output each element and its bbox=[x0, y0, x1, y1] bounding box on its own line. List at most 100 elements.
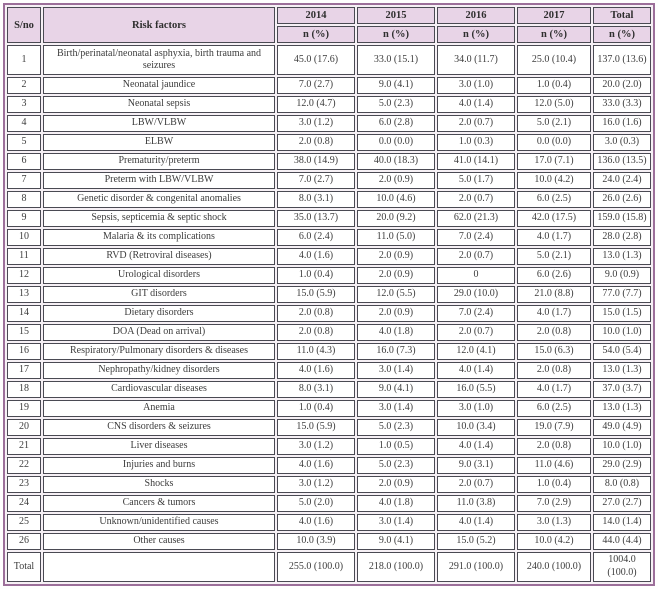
row-sno: 20 bbox=[7, 418, 41, 436]
cell-value: 2.0 (0.9) bbox=[357, 266, 435, 284]
cell-value: 4.0 (1.8) bbox=[357, 323, 435, 341]
row-sno: 14 bbox=[7, 304, 41, 322]
row-sno: Total bbox=[7, 551, 41, 582]
cell-value: 15.0 (5.9) bbox=[277, 418, 355, 436]
row-risk-factor: Respiratory/Pulmonary disorders & diseas… bbox=[43, 342, 275, 360]
cell-value: 15.0 (5.9) bbox=[277, 285, 355, 303]
header-year-2016: 2016 bbox=[437, 7, 515, 25]
table-row: 16 Respiratory/Pulmonary disorders & dise… bbox=[7, 342, 651, 360]
cell-value: 10.0 (3.4) bbox=[437, 418, 515, 436]
table-row: 26 Other causes 10.0 (3.9) 9.0 (4.1) 15.0 (5… bbox=[7, 532, 651, 550]
row-sno: 8 bbox=[7, 191, 41, 209]
cell-value: 35.0 (13.7) bbox=[277, 210, 355, 227]
cell-value: 54.0 (5.4) bbox=[593, 342, 651, 360]
row-sno: 6 bbox=[7, 153, 41, 171]
cell-value: 2.0 (0.8) bbox=[517, 323, 591, 341]
cell-value: 4.0 (1.6) bbox=[277, 456, 355, 474]
table-row: 19 Anemia 1.0 (0.4) 3.0 (1.4) 3.0 (1.0) 6.0 (… bbox=[7, 399, 651, 417]
cell-value: 4.0 (1.4) bbox=[437, 513, 515, 531]
cell-value: 136.0 (13.5) bbox=[593, 153, 651, 171]
cell-value: 2.0 (0.8) bbox=[517, 437, 591, 455]
cell-value: 1.0 (0.4) bbox=[277, 399, 355, 417]
table-row: 21 Liver diseases 3.0 (1.2) 1.0 (0.5) 4.0 (1… bbox=[7, 437, 651, 455]
cell-value: 3.0 (1.2) bbox=[277, 437, 355, 455]
cell-value: 3.0 (0.3) bbox=[593, 134, 651, 152]
cell-value: 33.0 (3.3) bbox=[593, 96, 651, 114]
row-sno: 11 bbox=[7, 247, 41, 265]
cell-value: 16.0 (5.5) bbox=[437, 380, 515, 398]
row-sno: 3 bbox=[7, 96, 41, 114]
table-row: 18 Cardiovascular diseases 8.0 (3.1) 9.0 (4… bbox=[7, 380, 651, 398]
cell-value: 9.0 (4.1) bbox=[357, 380, 435, 398]
cell-value: 1.0 (0.3) bbox=[437, 134, 515, 152]
row-sno: 5 bbox=[7, 134, 41, 152]
cell-value: 9.0 (3.1) bbox=[437, 456, 515, 474]
table-row: 8 Genetic disorder & congenital anomalies… bbox=[7, 191, 651, 209]
cell-value: 8.0 (3.1) bbox=[277, 191, 355, 209]
subheader-n-pct-2014: n (%) bbox=[277, 26, 355, 44]
cell-value: 38.0 (14.9) bbox=[277, 153, 355, 171]
row-risk-factor: ELBW bbox=[43, 134, 275, 152]
header-risk-factors: Risk factors bbox=[43, 7, 275, 44]
cell-value: 12.0 (4.1) bbox=[437, 342, 515, 360]
cell-value: 7.0 (2.7) bbox=[277, 77, 355, 95]
row-risk-factor: Sepsis, septicemia & septic shock bbox=[43, 210, 275, 227]
row-risk-factor: LBW/VLBW bbox=[43, 115, 275, 133]
row-risk-factor: Urological disorders bbox=[43, 266, 275, 284]
cell-value: 7.0 (2.4) bbox=[437, 304, 515, 322]
cell-value: 1004.0 (100.0) bbox=[593, 551, 651, 582]
cell-value: 291.0 (100.0) bbox=[437, 551, 515, 582]
risk-factors-table: S/no Risk factors 2014 2015 2016 2017 To… bbox=[3, 3, 655, 586]
table-row: 4 LBW/VLBW 3.0 (1.2) 6.0 (2.8) 2.0 (0.7) 5.0 … bbox=[7, 115, 651, 133]
cell-value: 5.0 (2.1) bbox=[517, 247, 591, 265]
cell-value: 33.0 (15.1) bbox=[357, 45, 435, 76]
table-header: S/no Risk factors 2014 2015 2016 2017 To… bbox=[7, 7, 651, 44]
cell-value: 1.0 (0.4) bbox=[277, 266, 355, 284]
cell-value: 11.0 (3.8) bbox=[437, 494, 515, 512]
cell-value: 2.0 (0.8) bbox=[277, 304, 355, 322]
cell-value: 77.0 (7.7) bbox=[593, 285, 651, 303]
row-risk-factor: Birth/perinatal/neonatal asphyxia, birth… bbox=[43, 45, 275, 76]
table-row: 24 Cancers & tumors 5.0 (2.0) 4.0 (1.8) 11.0… bbox=[7, 494, 651, 512]
table-row: 20 CNS disorders & seizures 15.0 (5.9) 5.0 … bbox=[7, 418, 651, 436]
cell-value: 13.0 (1.3) bbox=[593, 247, 651, 265]
row-risk-factor: CNS disorders & seizures bbox=[43, 418, 275, 436]
cell-value: 9.0 (4.1) bbox=[357, 532, 435, 550]
cell-value: 3.0 (1.4) bbox=[357, 513, 435, 531]
cell-value: 1.0 (0.4) bbox=[517, 475, 591, 493]
cell-value: 10.0 (4.2) bbox=[517, 532, 591, 550]
row-risk-factor: Shocks bbox=[43, 475, 275, 493]
cell-value: 1.0 (0.5) bbox=[357, 437, 435, 455]
cell-value: 5.0 (2.3) bbox=[357, 456, 435, 474]
cell-value: 9.0 (0.9) bbox=[593, 266, 651, 284]
cell-value: 11.0 (4.6) bbox=[517, 456, 591, 474]
table-row: 15 DOA (Dead on arrival) 2.0 (0.8) 4.0 (1.8… bbox=[7, 323, 651, 341]
cell-value: 12.0 (5.0) bbox=[517, 96, 591, 114]
row-sno: 17 bbox=[7, 361, 41, 379]
cell-value: 4.0 (1.8) bbox=[357, 494, 435, 512]
cell-value: 24.0 (2.4) bbox=[593, 172, 651, 190]
cell-value: 11.0 (4.3) bbox=[277, 342, 355, 360]
cell-value: 3.0 (1.2) bbox=[277, 115, 355, 133]
row-sno: 10 bbox=[7, 229, 41, 246]
cell-value: 20.0 (2.0) bbox=[593, 77, 651, 95]
cell-value: 4.0 (1.6) bbox=[277, 361, 355, 379]
header-year-2015: 2015 bbox=[357, 7, 435, 25]
cell-value: 5.0 (1.7) bbox=[437, 172, 515, 190]
row-risk-factor bbox=[43, 551, 275, 582]
cell-value: 13.0 (1.3) bbox=[593, 361, 651, 379]
table-row: 7 Preterm with LBW/VLBW 7.0 (2.7) 2.0 (0.9)… bbox=[7, 172, 651, 190]
cell-value: 34.0 (11.7) bbox=[437, 45, 515, 76]
cell-value: 15.0 (1.5) bbox=[593, 304, 651, 322]
cell-value: 13.0 (1.3) bbox=[593, 399, 651, 417]
table-row: 23 Shocks 3.0 (1.2) 2.0 (0.9) 2.0 (0.7) 1.0 (… bbox=[7, 475, 651, 493]
row-sno: 12 bbox=[7, 266, 41, 284]
cell-value: 10.0 (4.6) bbox=[357, 191, 435, 209]
cell-value: 2.0 (0.9) bbox=[357, 172, 435, 190]
cell-value: 4.0 (1.7) bbox=[517, 380, 591, 398]
cell-value: 20.0 (9.2) bbox=[357, 210, 435, 227]
cell-value: 9.0 (4.1) bbox=[357, 77, 435, 95]
cell-value: 4.0 (1.4) bbox=[437, 96, 515, 114]
cell-value: 3.0 (1.0) bbox=[437, 77, 515, 95]
header-total: Total bbox=[593, 7, 651, 25]
